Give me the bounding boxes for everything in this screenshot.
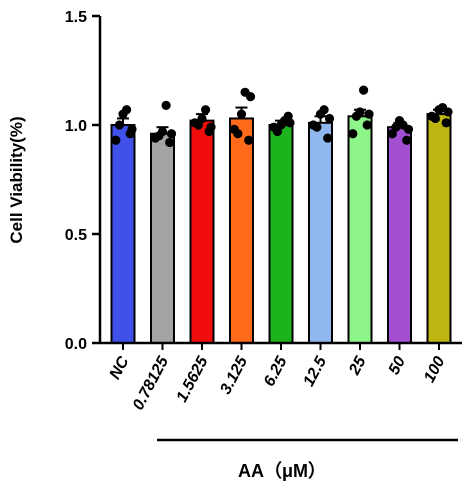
- data-point: [359, 85, 369, 95]
- bar: [110, 124, 136, 344]
- data-point: [157, 126, 168, 137]
- data-point: [355, 107, 365, 117]
- bar: [229, 117, 254, 344]
- data-point: [348, 129, 358, 139]
- data-point: [206, 122, 216, 132]
- data-point: [165, 137, 175, 148]
- data-point: [236, 109, 247, 119]
- data-point: [229, 124, 239, 134]
- data-point: [244, 135, 254, 145]
- bar: [387, 126, 412, 345]
- data-point: [402, 135, 412, 145]
- data-point: [111, 135, 121, 145]
- data-point: [324, 113, 335, 124]
- points-layer: [111, 85, 453, 148]
- bar: [189, 119, 215, 344]
- data-point: [403, 124, 414, 134]
- data-point: [441, 118, 451, 128]
- bar: [150, 132, 175, 344]
- y-tick-label: 0.0: [65, 336, 87, 353]
- y-tick-label: 0.5: [65, 227, 87, 244]
- x-tick-label: 3.125: [217, 353, 251, 397]
- x-tick-label: 50: [386, 354, 409, 378]
- bar: [308, 121, 333, 344]
- data-point: [122, 105, 132, 115]
- data-point: [190, 118, 200, 128]
- x-tick-label: 1.5625: [174, 353, 213, 405]
- x-tick-label: 12.5: [300, 353, 330, 389]
- x-tick-label: NC: [107, 354, 133, 383]
- bar: [426, 113, 452, 344]
- data-point: [166, 129, 177, 139]
- data-point: [127, 124, 137, 134]
- data-point: [387, 129, 397, 139]
- data-point: [362, 120, 372, 130]
- y-tick-label: 1.0: [65, 118, 87, 135]
- group-label: AA（μM）: [238, 461, 326, 481]
- data-point: [364, 109, 374, 119]
- data-point: [150, 133, 160, 143]
- data-point: [319, 105, 329, 115]
- bar: [268, 124, 294, 344]
- data-point: [197, 113, 207, 124]
- data-point: [201, 105, 211, 115]
- x-tick-label: 100: [421, 354, 449, 386]
- x-tick-label: 25: [346, 353, 370, 379]
- data-point: [161, 100, 171, 110]
- axes-layer: [92, 14, 462, 442]
- data-point: [443, 107, 453, 117]
- data-point: [114, 120, 124, 130]
- data-point: [427, 111, 437, 121]
- y-tick-label: 1.5: [65, 9, 87, 26]
- data-point: [269, 122, 279, 132]
- bar: [347, 115, 373, 344]
- data-point: [245, 92, 256, 102]
- data-point: [308, 120, 318, 130]
- y-axis-label: Cell Viability(%): [7, 116, 26, 243]
- x-tick-label: 0.78125: [130, 353, 173, 413]
- data-point: [285, 118, 295, 128]
- data-point: [323, 133, 333, 143]
- labels-layer: NC0.78125 1.5625 3.125 6.25 12.5 25 50 100 0.0 0.…: [7, 9, 449, 481]
- x-tick-label: 6.25: [261, 353, 291, 389]
- bars-layer: [110, 106, 452, 345]
